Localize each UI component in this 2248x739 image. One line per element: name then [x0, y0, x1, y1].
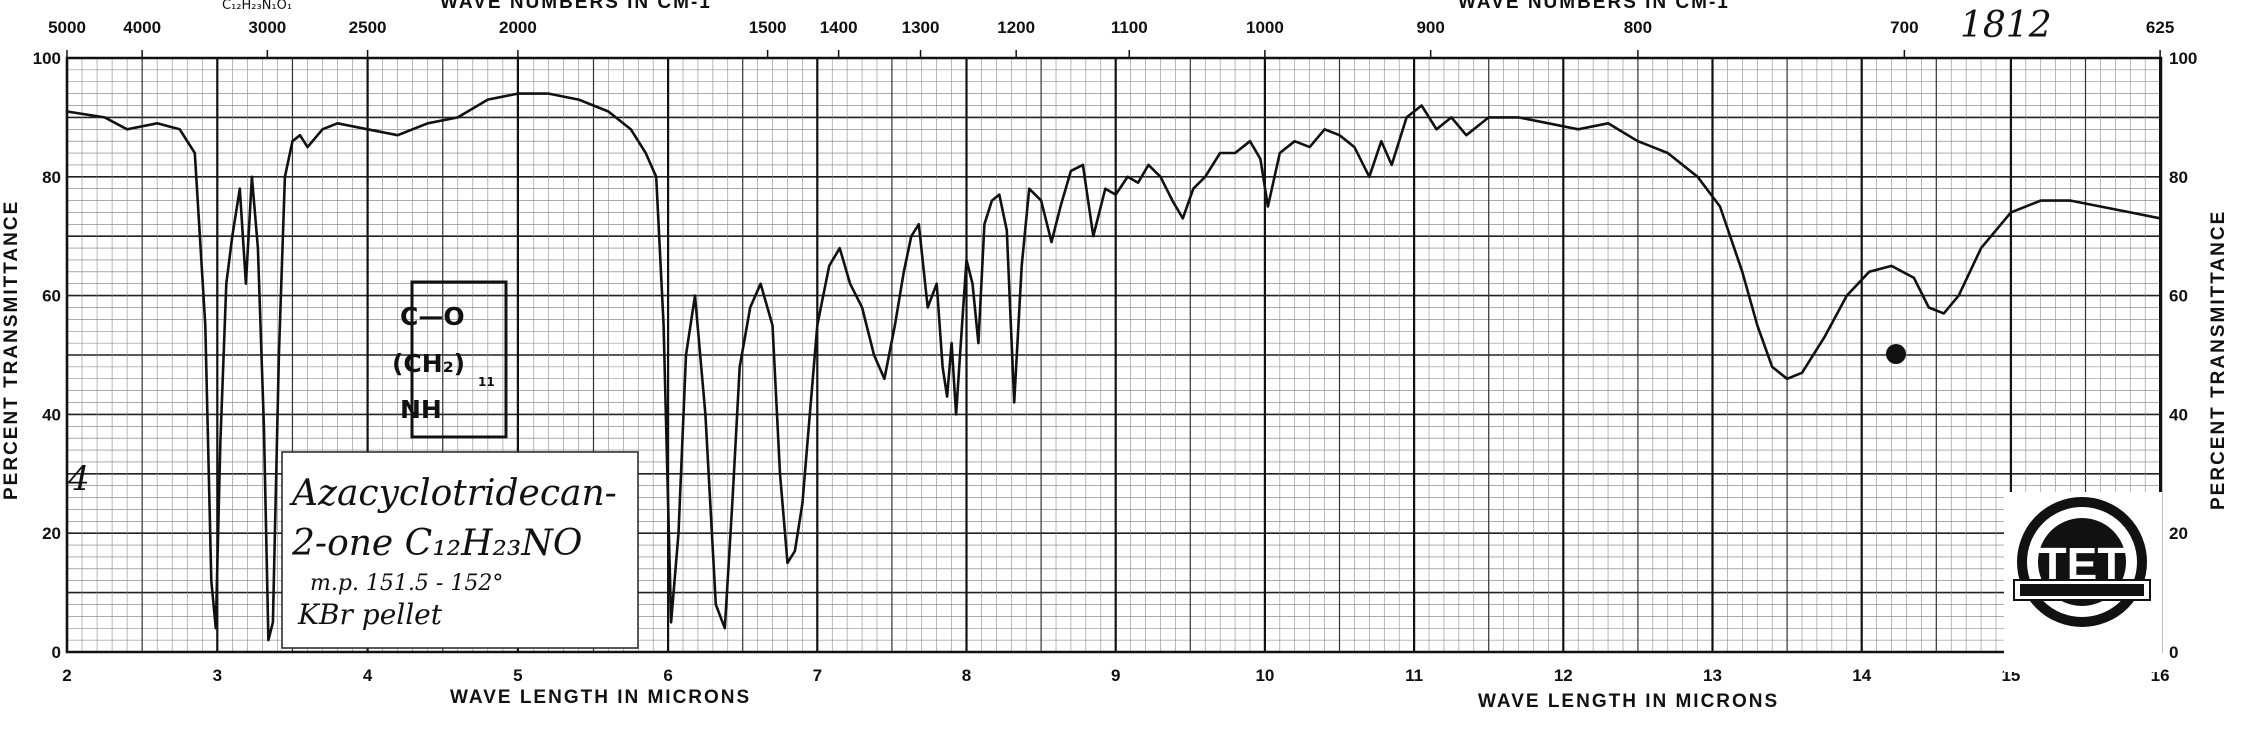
top-tick-label: 625 — [2146, 18, 2174, 37]
spectrum-series — [65, 92, 2162, 642]
x-tick-label: 10 — [1255, 666, 1274, 685]
margin-mark: 4 — [67, 459, 90, 499]
spectrum-line — [65, 92, 2162, 642]
top-tick-label: 4000 — [123, 18, 161, 37]
top-tick-label: 2500 — [349, 18, 387, 37]
company-logo: TET — [2004, 492, 2162, 672]
compound-label-card: Azacyclotridecan- 2-one C₁₂H₂₃NO m.p. 15… — [281, 451, 639, 649]
top-tick-label: 900 — [1416, 18, 1444, 37]
top-tick-label: 1400 — [820, 18, 858, 37]
x-tick-label: 12 — [1554, 666, 1573, 685]
structure-box — [410, 280, 508, 439]
x-tick-label: 11 — [1405, 666, 1423, 685]
top-tick-label: 1500 — [749, 18, 787, 37]
y-tick-label-right: 100 — [2169, 49, 2197, 68]
top-tick-label: 5000 — [48, 18, 86, 37]
y-tick-label-right: 20 — [2169, 524, 2188, 543]
melting-point: m.p. 151.5 - 152° — [310, 571, 503, 596]
bottom-axis-title-left: WAVE LENGTH IN MICRONS — [450, 687, 751, 708]
x-tick-label: 4 — [363, 666, 373, 685]
top-tick-label: 800 — [1624, 18, 1652, 37]
top-tick-label: 1300 — [902, 18, 940, 37]
structure-carbonyl: C—O — [400, 302, 465, 331]
spectrum-number: 1812 — [1960, 5, 2052, 46]
structure-chain: (CH₂) — [392, 349, 465, 378]
x-tick-label: 14 — [1852, 666, 1871, 685]
compound-name-line1: Azacyclotridecan- — [289, 473, 617, 514]
y-tick-label-left: 60 — [42, 287, 61, 306]
compound-name-line2: 2-one C₁₂H₂₃NO — [291, 523, 582, 564]
top-axis-title-left: WAVE NUMBERS IN CM-1 — [440, 0, 712, 13]
x-tick-label: 13 — [1703, 666, 1722, 685]
y-tick-label-right: 0 — [2169, 643, 2178, 662]
x-tick-label: 3 — [213, 666, 222, 685]
y-axis-title-right: PERCENT TRANSMITTANCE — [2208, 210, 2229, 510]
x-tick-label: 5 — [513, 666, 522, 685]
plot-frame — [65, 56, 2163, 654]
top-tick-label: 700 — [1890, 18, 1918, 37]
structure-amine: NH — [400, 395, 442, 424]
bottom-axis-title-right: WAVE LENGTH IN MICRONS — [1478, 691, 1779, 712]
y-tick-label-left: 20 — [42, 524, 61, 543]
formula-top-label: C₁₂H₂₃N₁O₁ — [222, 0, 292, 13]
sample-preparation: KBr pellet — [297, 598, 443, 631]
top-tick-label: 1000 — [1246, 18, 1284, 37]
top-axis-title-right: WAVE NUMBERS IN CM-1 — [1458, 0, 1730, 13]
y-tick-label-left: 40 — [42, 405, 61, 424]
logo-band-inner — [2020, 584, 2144, 596]
top-tick-label: 1200 — [997, 18, 1035, 37]
y-tick-label-right: 60 — [2169, 287, 2188, 306]
label-card-background — [281, 451, 639, 649]
x-tick-label: 9 — [1111, 666, 1120, 685]
y-tick-label-right: 80 — [2169, 168, 2188, 187]
logo-ring — [2017, 497, 2147, 627]
y-axis-title-left: PERCENT TRANSMITTANCE — [1, 200, 22, 500]
y-tick-label-left: 80 — [42, 168, 61, 187]
top-tick-label: 2000 — [499, 18, 537, 37]
y-tick-label-left: 0 — [52, 643, 61, 662]
top-tick-label: 3000 — [248, 18, 286, 37]
y-tick-label-left: 100 — [33, 49, 61, 68]
structure-chain-count: 11 — [478, 375, 495, 389]
x-tick-label: 7 — [813, 666, 822, 685]
top-tick-label: 1100 — [1111, 18, 1148, 37]
x-tick-label: 8 — [962, 666, 971, 685]
structure-diagram: C—O (CH₂) 11 NH — [392, 280, 508, 439]
plot-border — [65, 56, 2163, 654]
right-margin-dot — [1886, 344, 1906, 364]
x-tick-label: 6 — [663, 666, 672, 685]
y-tick-label-right: 40 — [2169, 405, 2188, 424]
x-tick-label: 2 — [62, 666, 71, 685]
